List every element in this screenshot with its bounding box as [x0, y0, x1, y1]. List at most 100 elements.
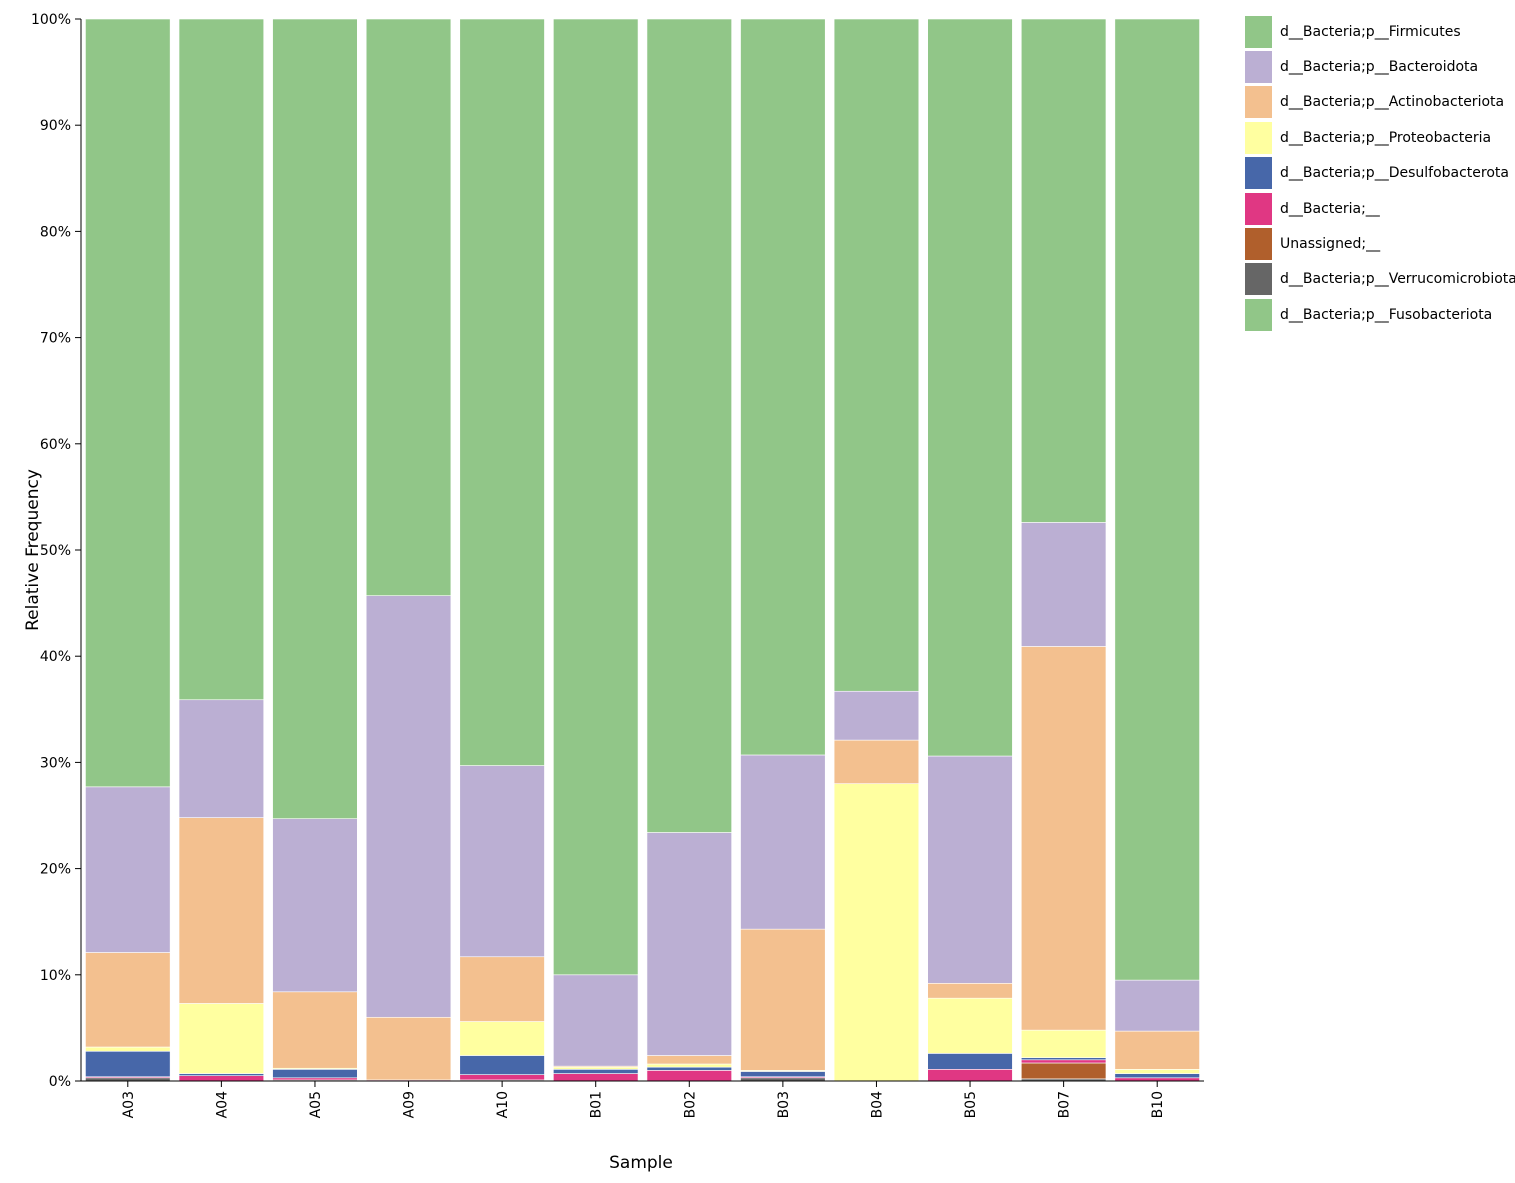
x-tick-label: B01 — [589, 1091, 605, 1118]
x-tick-label: A04 — [214, 1091, 230, 1118]
legend-label: d__Bacteria;p__Actinobacteriota — [1280, 94, 1505, 111]
bar-segment-a05 — [272, 818, 358, 993]
legend-swatch — [1245, 121, 1272, 154]
bar-segment-b01 — [553, 18, 639, 976]
bar-segment-b01 — [553, 1069, 639, 1074]
bar-segment-b03 — [740, 18, 826, 756]
y-tick-label: 80% — [40, 224, 71, 240]
bar-segment-a10 — [459, 18, 545, 766]
bar-segment-a10 — [459, 1074, 545, 1081]
legend-label: d__Bacteria;__ — [1280, 200, 1380, 217]
bar-segment-b02 — [646, 832, 732, 1056]
x-axis: A03 A04 A05 A09 A10 B01 B02 B03 B04 B05 B07 B10 — [81, 1080, 1204, 1119]
bar-segment-b05 — [927, 982, 1013, 999]
legend-label: d__Bacteria;p__Desulfobacterota — [1280, 165, 1509, 182]
legend-swatch — [1245, 15, 1272, 48]
bar-segment-b07 — [1020, 522, 1107, 647]
x-tick-label: A05 — [308, 1091, 324, 1118]
bar-segment-a09 — [365, 18, 452, 596]
x-tick-label: B10 — [1150, 1091, 1166, 1118]
bar-segment-a04 — [178, 1003, 265, 1074]
bar-segment-b07 — [1020, 1029, 1107, 1058]
bar-segment-b04 — [833, 690, 920, 741]
x-tick-label: B05 — [963, 1091, 979, 1118]
bar-segment-b02 — [646, 1066, 732, 1071]
legend-item[interactable]: d__Bacteria;p__Desulfobacterota — [1245, 156, 1515, 191]
x-tick-label: A10 — [495, 1091, 511, 1118]
bars-group — [85, 18, 1200, 1082]
x-tick-label: A03 — [121, 1091, 137, 1118]
legend-label: d__Bacteria;p__Bacteroidota — [1280, 59, 1479, 76]
bar-segment-a09 — [365, 595, 452, 1018]
x-tick-label: B07 — [1057, 1091, 1073, 1118]
bar-segment-b04 — [833, 739, 920, 784]
legend-item[interactable]: d__Bacteria;p__Proteobacteria — [1245, 120, 1515, 155]
bar-segment-a05 — [272, 1069, 358, 1079]
bar-segment-a04 — [178, 699, 265, 818]
legend-swatch — [1245, 192, 1272, 225]
bar-segment-a05 — [272, 18, 358, 819]
bar-segment-b01 — [553, 1066, 639, 1070]
bar-segment-b05 — [927, 1069, 1013, 1082]
bar-segment-b10 — [1114, 18, 1200, 981]
bar-segment-a09 — [365, 1016, 452, 1081]
bar-segment-a04 — [178, 1075, 265, 1082]
bar-segment-a05 — [272, 1077, 358, 1081]
bar-segment-b03 — [740, 754, 826, 930]
bar-segment-b01 — [553, 1073, 639, 1082]
bar-segment-b05 — [927, 1053, 1013, 1070]
bar-segment-b10 — [1114, 1069, 1200, 1074]
bar-segment-b03 — [740, 1071, 826, 1078]
bar-segment-b07 — [1020, 646, 1107, 1031]
y-tick-label: 70% — [40, 331, 71, 347]
bar-segment-b05 — [927, 997, 1013, 1054]
legend-swatch — [1245, 157, 1272, 190]
bar-segment-b05 — [927, 755, 1013, 984]
legend-item[interactable]: d__Bacteria;p__Firmicutes — [1245, 14, 1515, 49]
x-tick-label: B04 — [869, 1091, 885, 1119]
y-tick-label: 40% — [40, 649, 71, 665]
y-tick-label: 60% — [40, 437, 71, 453]
x-tick-label: B02 — [682, 1091, 698, 1118]
bar-segment-a10 — [459, 956, 545, 1022]
bar-segment-b01 — [553, 974, 639, 1067]
bar-segment-a03 — [85, 786, 171, 953]
y-tick-label: 10% — [40, 968, 71, 984]
y-tick-label: 0% — [49, 1074, 71, 1090]
legend-item[interactable]: d__Bacteria;p__Bacteroidota — [1245, 49, 1515, 84]
y-axis-title: Relative Frequency — [23, 469, 43, 631]
bar-segment-b04 — [833, 18, 920, 692]
y-tick-label: 90% — [40, 118, 71, 134]
bar-segment-a10 — [459, 1021, 545, 1056]
bar-segment-b07 — [1020, 1062, 1107, 1080]
legend-item[interactable]: d__Bacteria;p__Fusobacteriota — [1245, 297, 1515, 332]
legend-swatch — [1245, 298, 1272, 331]
bar-segment-a04 — [178, 1073, 265, 1076]
bar-segment-a04 — [178, 18, 265, 701]
bar-segment-b05 — [927, 18, 1013, 757]
legend-label: Unassigned;__ — [1280, 236, 1381, 253]
x-axis-title: Sample — [609, 1153, 673, 1173]
bar-segment-b02 — [646, 1063, 732, 1068]
bar-segment-b07 — [1020, 1059, 1107, 1064]
legend-item[interactable]: d__Bacteria;__ — [1245, 191, 1515, 226]
legend-swatch — [1245, 228, 1272, 261]
legend-item[interactable]: Unassigned;__ — [1245, 226, 1515, 261]
y-tick-label: 20% — [40, 862, 71, 878]
bar-segment-b10 — [1114, 1073, 1200, 1079]
legend-swatch — [1245, 86, 1272, 119]
legend: d__Bacteria;p__Firmicutes d__Bacteria;p__… — [1245, 14, 1515, 333]
bar-segment-b10 — [1114, 979, 1200, 1032]
bar-segment-a03 — [85, 952, 171, 1048]
bar-segment-a04 — [178, 817, 265, 1004]
legend-item[interactable]: d__Bacteria;p__Actinobacteriota — [1245, 85, 1515, 120]
legend-label: d__Bacteria;p__Proteobacteria — [1280, 129, 1492, 146]
legend-item[interactable]: d__Bacteria;p__Verrucomicrobiota — [1245, 262, 1515, 297]
bar-segment-b04 — [833, 783, 920, 1082]
legend-swatch — [1245, 51, 1272, 84]
bar-segment-b02 — [646, 1055, 732, 1065]
y-tick-label: 30% — [40, 755, 71, 771]
legend-swatch — [1245, 263, 1272, 296]
x-tick-label: A09 — [402, 1091, 418, 1118]
